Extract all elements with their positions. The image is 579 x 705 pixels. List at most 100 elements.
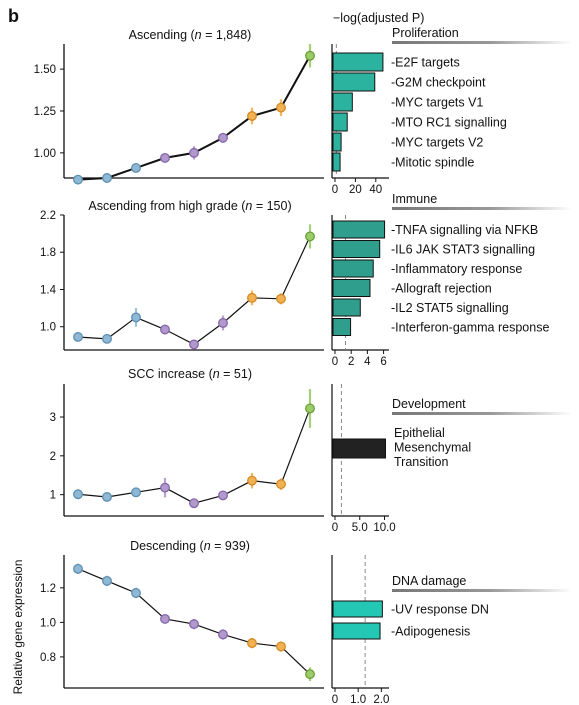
data-point: [189, 339, 199, 350]
bar-label: Epithelial: [394, 426, 445, 440]
series-line: [77, 408, 311, 504]
data-point: [73, 489, 83, 500]
enrichment-bar: [332, 279, 371, 297]
enrichment-bar: [332, 152, 341, 172]
data-point: [189, 147, 199, 158]
data-point: [73, 563, 83, 574]
title-n: n: [204, 539, 211, 553]
category-rule: [392, 412, 572, 415]
title-text: Ascending (: [129, 28, 196, 42]
x-tick-label: 0: [332, 184, 338, 196]
category-label: Development: [392, 397, 466, 411]
y-tick-label: 2.2: [40, 210, 56, 222]
enrichment-bar: [332, 318, 352, 336]
data-point: [73, 174, 83, 185]
bar-label: -G2M checkpoint: [391, 76, 486, 90]
enrichment-panel-3: 0 5.0 10.0 Development EpithelialMesenchymal…: [331, 384, 572, 534]
title-n: n: [213, 367, 220, 381]
panel-letter: b: [8, 6, 19, 26]
enrichment-bar: [332, 112, 348, 132]
y-tick-label: 1.2: [40, 583, 56, 595]
category-label: Proliferation: [392, 26, 459, 40]
category-rule: [392, 589, 572, 592]
data-point: [218, 132, 228, 143]
data-point: [102, 492, 112, 502]
data-point: [276, 641, 286, 652]
bar-label: -MYC targets V1: [391, 96, 483, 110]
title-text: = 51): [220, 367, 252, 381]
line-panel-title: SCC increase (n = 51): [128, 367, 252, 381]
enrichment-bar: [332, 259, 374, 278]
data-point: [247, 111, 257, 121]
x-tick-label: 20: [349, 184, 362, 196]
bar-label: -Interferon-gamma response: [391, 321, 549, 335]
bar-label: -MTO RC1 signalling: [391, 116, 507, 130]
data-point: [218, 490, 228, 501]
bar-label: -UV response DN: [391, 603, 489, 617]
data-point: [160, 152, 170, 163]
enrichment-bar: [332, 600, 383, 618]
enrichment-bar: [332, 220, 386, 239]
top-axis-label: −log(adjusted P): [333, 11, 424, 25]
data-point: [305, 50, 315, 61]
data-point: [276, 479, 286, 490]
x-tick-label: 1.0: [350, 694, 366, 705]
data-point: [102, 173, 112, 183]
bar-label: -IL2 STAT5 signalling: [391, 301, 509, 315]
bar-label: Mesenchymal: [394, 441, 471, 455]
data-point: [131, 487, 141, 498]
data-point: [131, 588, 141, 598]
data-point: [247, 475, 257, 486]
plot-layer: Ascending (n = 1,848)1.001.251.50Ascendi…: [34, 26, 572, 705]
data-point: [305, 231, 315, 242]
bar-label: -Inflammatory response: [391, 262, 522, 276]
category-label: Immune: [392, 192, 437, 206]
y-tick-label: 1.50: [34, 64, 56, 76]
bar-label: -Allograft rejection: [391, 282, 492, 296]
enrichment-panel-1: 0 20 40 Proliferation -E2F targets -G2M check…: [331, 26, 572, 196]
data-point: [189, 498, 199, 509]
title-text: SCC increase (: [128, 367, 214, 381]
x-tick-label: 10.0: [373, 522, 395, 534]
title-text: Descending (: [130, 539, 204, 553]
bar-label: -MYC targets V2: [391, 136, 483, 150]
data-point: [102, 333, 112, 344]
data-point: [131, 312, 141, 323]
data-point: [247, 638, 257, 649]
x-tick-label: 0: [332, 522, 338, 534]
enrichment-panel-4: 0 1.0 2.0 DNA damage -UV response DN -Adipoge…: [331, 555, 572, 705]
data-point: [160, 613, 170, 624]
y-tick-label: 2: [50, 451, 56, 463]
line-panel-3: SCC increase (n = 51) 1 2 3: [50, 367, 324, 517]
data-point: [218, 318, 228, 328]
enrichment-bar: [332, 52, 384, 72]
line-panel-title: Ascending (n = 1,848): [129, 28, 252, 42]
category-rule: [392, 207, 572, 210]
data-point: [305, 403, 315, 414]
x-tick-label: 5.0: [352, 522, 368, 534]
title-n: n: [245, 199, 252, 213]
line-panel-title: Descending (n = 939): [130, 539, 250, 553]
line-panel-1: Ascending (n = 1,848) 1.00 1.25 1.50: [34, 28, 324, 185]
data-point: [276, 102, 286, 113]
title-text: = 1,848): [202, 28, 252, 42]
line-panel-title: Ascending from high grade (n = 150): [88, 199, 291, 213]
x-tick-label: 6: [380, 356, 386, 368]
title-text: = 150): [252, 199, 291, 213]
enrichment-bar: [332, 622, 381, 640]
title-n: n: [195, 28, 202, 42]
y-tick-label: 1.8: [40, 247, 56, 259]
y-tick-label: 1.4: [40, 284, 57, 296]
y-tick-label: 1: [50, 490, 56, 502]
x-tick-label: 0: [332, 356, 338, 368]
data-point: [160, 324, 170, 335]
y-tick-label: 0.8: [40, 652, 56, 664]
data-point: [73, 332, 83, 342]
category-label: DNA damage: [392, 574, 466, 588]
data-point: [218, 629, 228, 640]
title-text: Ascending from high grade (: [88, 199, 246, 213]
y-tick-label: 1.00: [34, 148, 56, 160]
bar-label: -Adipogenesis: [391, 625, 470, 639]
data-point: [189, 619, 199, 630]
